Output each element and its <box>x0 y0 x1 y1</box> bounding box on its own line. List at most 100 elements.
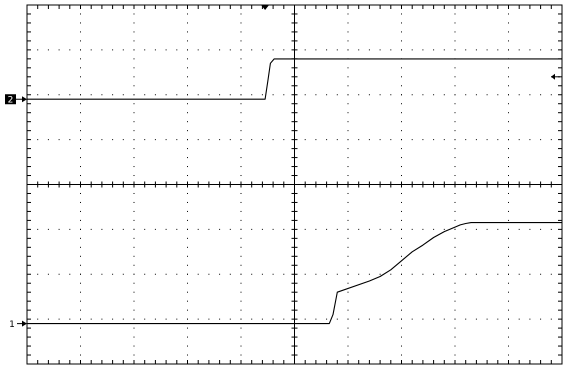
grid-dot <box>401 157 402 159</box>
grid-dot <box>240 49 242 51</box>
grid-dot <box>69 49 71 51</box>
grid-dot <box>486 228 488 230</box>
grid-dot <box>80 309 81 311</box>
grid-dot <box>283 139 285 141</box>
grid-dot <box>347 121 349 123</box>
grid-dot <box>454 121 456 123</box>
grid-dot <box>347 300 349 302</box>
grid-dot <box>347 273 349 275</box>
trace-line-2 <box>27 222 562 325</box>
grid-dot <box>508 94 509 96</box>
grid-dot <box>80 148 81 150</box>
grid-dot <box>283 228 285 230</box>
grid-dot <box>240 192 242 194</box>
grid-dot <box>508 175 509 177</box>
channel-marker-label: 2 <box>8 96 14 106</box>
grid-dot <box>219 139 221 141</box>
grid-dot <box>133 300 135 302</box>
grid-dot <box>401 210 402 212</box>
channel-marker-1: 1 <box>9 320 27 330</box>
grid-dot <box>401 192 402 194</box>
grid-dot <box>133 219 135 221</box>
grid-dot <box>347 255 349 257</box>
grid-dot <box>508 255 509 257</box>
channel-marker-2: 2 <box>5 94 27 106</box>
grid-dot <box>283 94 285 96</box>
grid-dot <box>497 273 499 275</box>
grid-dot <box>187 22 188 24</box>
grid-dot <box>208 318 210 320</box>
grid-dot <box>187 282 188 284</box>
grid-dot <box>454 157 456 159</box>
grid-dot <box>550 139 552 141</box>
grid-dot <box>422 139 424 141</box>
grid-dot <box>454 345 456 347</box>
grid-dot <box>508 282 509 284</box>
grid-dot <box>508 219 509 221</box>
grid-dot <box>508 345 509 347</box>
grid-dot <box>508 309 509 311</box>
grid-dot <box>422 49 424 51</box>
grid-dot <box>240 354 242 356</box>
grid-dot <box>154 139 156 141</box>
grid-dot <box>187 327 188 329</box>
grid-dot <box>187 273 188 275</box>
grid-dot <box>80 345 81 347</box>
grid-dot <box>240 148 242 150</box>
grid-dot <box>154 49 156 51</box>
grid-dot <box>347 76 349 78</box>
grid-dot <box>454 67 456 69</box>
grid-dot <box>401 94 402 96</box>
grid-dot <box>187 237 188 239</box>
grid-dot <box>401 237 402 239</box>
grid-dot <box>401 336 402 338</box>
grid-dot <box>347 246 349 248</box>
grid-dot <box>401 31 402 33</box>
grid-dot <box>133 31 135 33</box>
grid-dot <box>508 327 509 329</box>
grid-dot <box>272 94 274 96</box>
grid-dot <box>529 273 531 275</box>
grid-dot <box>497 318 499 320</box>
grid-dot <box>133 327 135 329</box>
grid-dot <box>112 318 114 320</box>
grid-dot <box>133 67 135 69</box>
grid-dot <box>240 166 242 168</box>
grid-dot <box>475 273 477 275</box>
grid-dot <box>133 255 135 257</box>
grid-dot <box>133 40 135 42</box>
grid-dot <box>47 273 49 275</box>
grid-dot <box>304 318 306 320</box>
grid-dot <box>454 148 456 150</box>
grid-dot <box>347 157 349 159</box>
grid-dot <box>401 255 402 257</box>
grid-dot <box>240 327 242 329</box>
grid-dot <box>187 210 188 212</box>
grid-dot <box>80 291 81 293</box>
grid-dot <box>197 228 199 230</box>
grid-dot <box>133 354 135 356</box>
grid-dot <box>208 49 210 51</box>
grid-dot <box>540 273 542 275</box>
grid-dot <box>401 148 402 150</box>
grid-dot <box>508 246 509 248</box>
grid-dot <box>80 85 81 87</box>
grid-dot <box>390 228 392 230</box>
grid-dot <box>133 166 135 168</box>
grid-dot <box>251 49 253 51</box>
grid-dot <box>176 94 178 96</box>
grid-dot <box>304 94 306 96</box>
grid-dot <box>508 210 509 212</box>
grid-dot <box>326 139 328 141</box>
grid-dot <box>347 192 349 194</box>
channel-marker-box <box>5 94 16 105</box>
grid-dot <box>390 318 392 320</box>
grid-dot <box>133 76 135 78</box>
grid-dot <box>240 58 242 60</box>
grid-dot <box>401 85 402 87</box>
right-arrow-head <box>551 73 555 80</box>
grid-dot <box>347 264 349 266</box>
grid-dot <box>272 273 274 275</box>
grid-dot <box>101 139 103 141</box>
